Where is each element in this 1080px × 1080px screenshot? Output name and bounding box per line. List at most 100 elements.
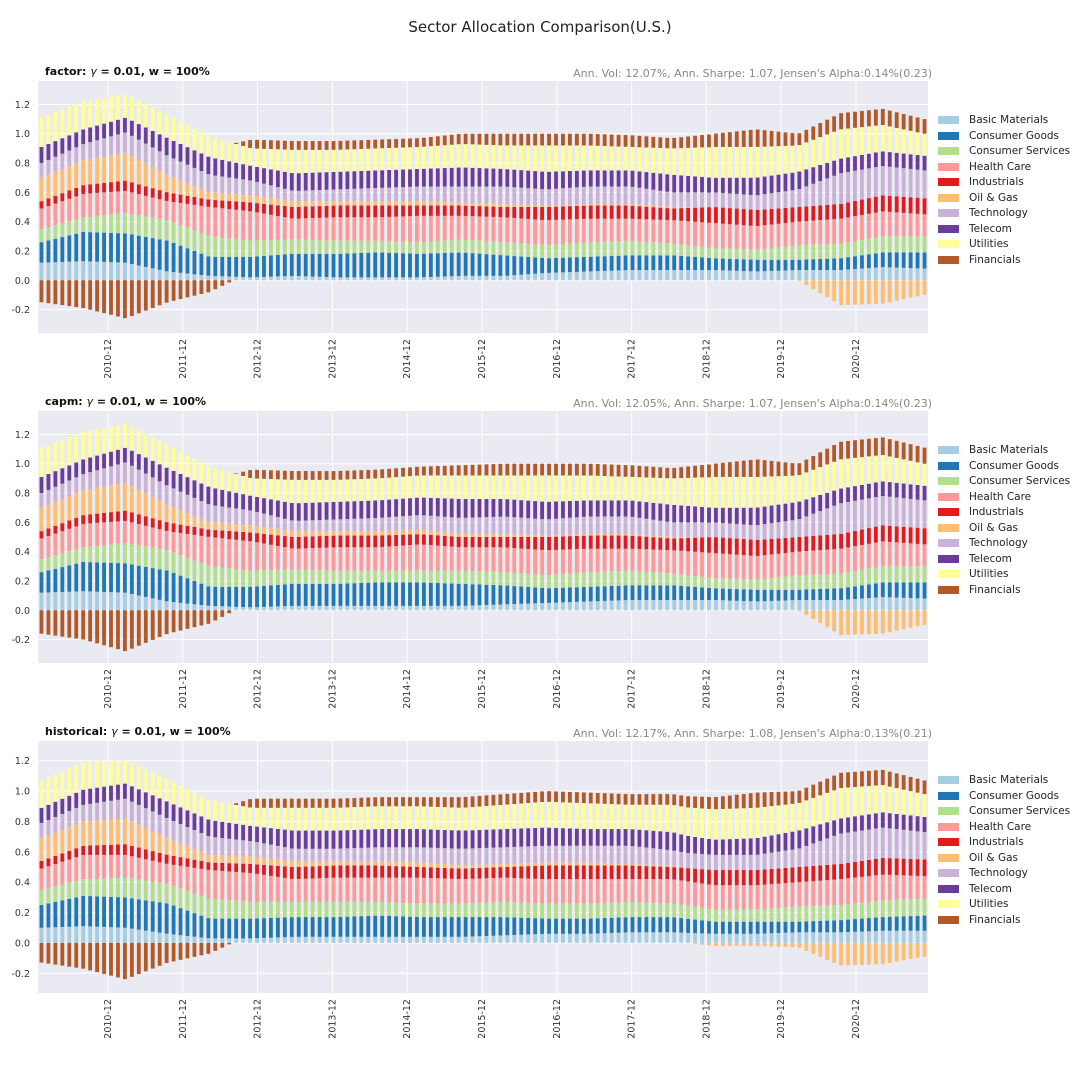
bar-segment	[512, 217, 517, 243]
bar-segment	[526, 863, 531, 867]
bar-segment	[102, 97, 106, 124]
bar-segment	[533, 244, 538, 258]
legend-label: Health Care	[969, 490, 1032, 503]
bar-segment	[908, 916, 913, 931]
bar-segment	[442, 145, 447, 169]
bar-segment	[720, 223, 725, 249]
bar-segment	[345, 547, 350, 571]
bar-segment	[665, 206, 670, 209]
bar-segment	[727, 507, 732, 524]
bar-segment	[456, 547, 461, 571]
bar-segment	[463, 537, 468, 548]
bar-segment	[720, 796, 725, 810]
bar-segment	[380, 252, 385, 278]
bar-segment	[150, 610, 155, 640]
bar-segment	[797, 942, 802, 948]
bar-segment	[428, 215, 433, 242]
bar-segment	[248, 938, 252, 943]
bar-segment	[303, 218, 308, 240]
bar-segment	[727, 146, 732, 178]
bar-segment	[394, 205, 398, 217]
bar-segment	[164, 467, 169, 486]
legend-label: Consumer Goods	[969, 789, 1059, 802]
bar-segment	[686, 796, 691, 808]
bar-segment	[366, 806, 371, 830]
bar-segment	[602, 863, 607, 866]
bar-segment	[776, 907, 781, 922]
bar-segment	[790, 463, 795, 476]
bar-segment	[415, 936, 419, 943]
bar-segment	[310, 536, 315, 549]
legend-label: Financials	[969, 583, 1021, 596]
bar-segment	[206, 521, 211, 530]
bar-segment	[672, 794, 677, 806]
legend-label: Utilities	[969, 568, 1009, 580]
bar-segment	[428, 168, 433, 187]
bar-segment	[860, 544, 864, 570]
bar-segment	[894, 267, 899, 281]
bar-segment	[39, 838, 44, 861]
bar-segment	[81, 547, 86, 562]
bar-segment	[651, 537, 656, 550]
bar-segment	[887, 267, 892, 281]
bar-segment	[658, 270, 663, 281]
bar-segment	[901, 252, 906, 268]
bar-segment	[282, 254, 287, 277]
bar-segment	[825, 880, 830, 906]
bar-segment	[46, 206, 51, 228]
bar-segment	[762, 555, 767, 579]
bar-segment	[574, 587, 579, 602]
bar-segment	[727, 538, 732, 555]
bar-segment	[769, 852, 774, 869]
bar-segment	[53, 592, 58, 611]
bar-segment	[46, 159, 51, 175]
bar-segment	[394, 216, 398, 242]
bar-segment	[512, 863, 517, 867]
bar-segment	[825, 600, 830, 611]
bar-segment	[269, 798, 273, 808]
bar-segment	[275, 917, 280, 938]
bar-segment	[129, 120, 134, 136]
bar-segment	[143, 596, 148, 611]
bar-segment	[720, 146, 725, 178]
bar-segment	[755, 195, 760, 210]
bar-segment	[568, 219, 572, 244]
bar-segment	[776, 577, 781, 590]
bar-segment	[901, 168, 906, 197]
bar-segment	[679, 806, 684, 835]
bar-segment	[714, 933, 718, 943]
bar-segment	[588, 145, 593, 171]
bar-segment	[401, 797, 405, 807]
bar-segment	[568, 206, 572, 220]
bar-segment	[616, 146, 621, 171]
bar-segment	[887, 211, 892, 237]
bar-segment	[693, 537, 697, 552]
bar-segment	[185, 183, 190, 196]
bar-segment	[157, 190, 162, 200]
bar-segment	[88, 216, 93, 233]
bar-segment	[435, 186, 440, 202]
bar-segment	[887, 152, 892, 167]
bar-segment	[171, 934, 176, 943]
bar-segment	[853, 931, 857, 943]
bar-segment	[866, 280, 871, 305]
bar-segment	[463, 547, 468, 571]
bar-segment	[686, 537, 691, 552]
bar-segment	[150, 280, 155, 308]
y-tick-label: 0.4	[15, 217, 30, 228]
bar-segment	[554, 574, 558, 588]
bar-segment	[540, 574, 545, 589]
bar-segment	[248, 807, 252, 826]
bar-segment	[505, 242, 510, 256]
bar-segment	[352, 531, 357, 536]
bar-segment	[623, 932, 628, 943]
bar-segment	[74, 462, 79, 478]
bar-segment	[922, 794, 927, 817]
bar-segment	[206, 605, 211, 611]
bar-segment	[442, 276, 447, 281]
bar-segment	[519, 204, 524, 207]
bar-segment	[310, 253, 315, 277]
bar-segment	[804, 942, 809, 951]
bar-segment	[860, 457, 864, 485]
bar-segment	[727, 554, 732, 579]
